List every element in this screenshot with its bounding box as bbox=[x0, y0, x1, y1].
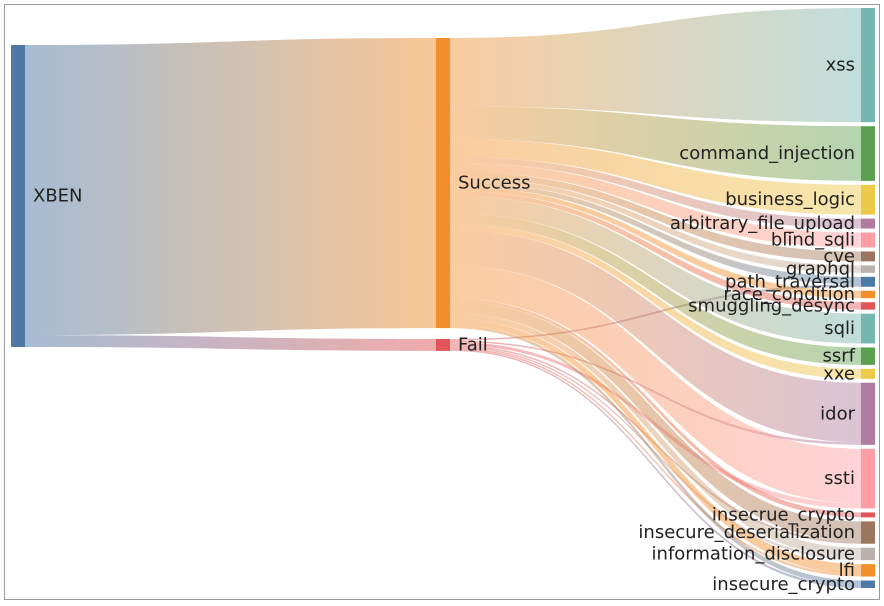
node-xxe bbox=[861, 368, 875, 379]
label-insecrue_crypto: insecrue_crypto bbox=[712, 504, 855, 525]
node-xss bbox=[861, 8, 875, 123]
link-success-insecure_deserialization bbox=[450, 301, 861, 542]
link-success-lfi bbox=[450, 319, 861, 575]
link-success-information_disclosure bbox=[450, 313, 861, 558]
link-success-ssti bbox=[450, 265, 861, 504]
link-success-smuggling_desync bbox=[450, 191, 861, 310]
node-command_injection bbox=[861, 126, 875, 181]
node-business_logic bbox=[861, 184, 875, 215]
label-fail: Fail bbox=[458, 334, 488, 355]
link-success-idor bbox=[450, 229, 861, 443]
node-fail bbox=[436, 339, 450, 351]
link-success-sqli bbox=[450, 195, 861, 344]
sankey-chart: XBEN Success Fail xss command_injectionbusin… bbox=[11, 8, 875, 595]
label-business_logic: business_logic bbox=[725, 189, 855, 210]
label-ssti: ssti bbox=[824, 468, 855, 489]
link-success-blind_sqli bbox=[450, 162, 861, 248]
label-command_injection: command_injection bbox=[679, 143, 855, 164]
link-success-insecure_crypto bbox=[450, 325, 861, 586]
node-success bbox=[436, 38, 450, 329]
link-fail-insecure_crypto bbox=[450, 349, 861, 588]
link-fail-lfi bbox=[450, 347, 861, 577]
node-graphql bbox=[861, 265, 875, 273]
node-insecure_deserialization bbox=[861, 521, 875, 544]
link-success-xss bbox=[450, 8, 861, 123]
node-insecure_crypto bbox=[861, 580, 875, 588]
label-path_traversal: path_traversal bbox=[725, 271, 855, 292]
link-success-xxe bbox=[450, 223, 861, 379]
link-xben-success bbox=[25, 38, 436, 336]
node-race_condition bbox=[861, 290, 875, 299]
label-idor: idor bbox=[820, 403, 855, 424]
label-arbitrary_file_upload: arbitrary_file_upload bbox=[670, 213, 855, 234]
label-sqli: sqli bbox=[824, 318, 855, 339]
node-arbitrary_file_upload bbox=[861, 218, 875, 229]
label-blind_sqli: blind_sqli bbox=[771, 230, 855, 251]
link-success-cve bbox=[450, 171, 861, 262]
label-xss: xss bbox=[826, 55, 855, 76]
node-ssti bbox=[861, 448, 875, 509]
link-success-business_logic bbox=[450, 139, 861, 215]
node-path_traversal bbox=[861, 276, 875, 287]
link-success-arbitrary_file_upload bbox=[450, 157, 861, 229]
label-race_condition: race_condition bbox=[723, 284, 855, 305]
label-lfi: lfi bbox=[839, 560, 855, 581]
label-insecure_deserialization: insecure_deserialization bbox=[638, 522, 855, 543]
label-smuggling_desync: smuggling_desync bbox=[688, 295, 855, 316]
node-smuggling_desync bbox=[861, 302, 875, 310]
node-sqli bbox=[861, 313, 875, 344]
label-information_disclosure: information_disclosure bbox=[652, 543, 855, 564]
link-success-insecrue_crypto bbox=[450, 298, 861, 518]
label-cve: cve bbox=[823, 246, 855, 267]
node-xben bbox=[11, 45, 25, 347]
node-lfi bbox=[861, 564, 875, 577]
link-success-ssrf bbox=[450, 213, 861, 365]
link-success-path_traversal bbox=[450, 182, 861, 285]
node-insecrue_crypto bbox=[861, 512, 875, 518]
link-success-command_injection bbox=[450, 106, 861, 181]
label-graphql: graphql bbox=[786, 259, 855, 280]
label-insecure_crypto: insecure_crypto bbox=[712, 574, 855, 595]
label-ssrf: ssrf bbox=[823, 346, 856, 367]
node-idor bbox=[861, 382, 875, 445]
label-success: Success bbox=[458, 173, 530, 194]
label-xben: XBEN bbox=[33, 186, 83, 207]
label-xxe: xxe bbox=[823, 363, 855, 384]
node-ssrf bbox=[861, 347, 875, 365]
link-success-graphql bbox=[450, 177, 861, 273]
node-information_disclosure bbox=[861, 547, 875, 561]
node-cve bbox=[861, 251, 875, 262]
node-blind_sqli bbox=[861, 232, 875, 248]
link-xben-fail bbox=[25, 335, 436, 351]
link-success-race_condition bbox=[450, 186, 861, 299]
